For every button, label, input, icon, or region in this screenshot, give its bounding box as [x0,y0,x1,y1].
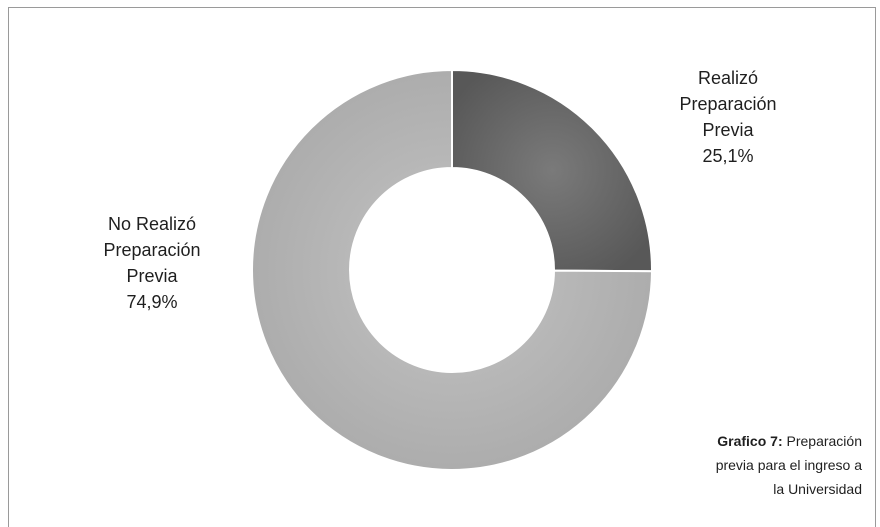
slice-label-line: Realizó [697,68,759,88]
caption-text: Preparación [782,433,862,449]
caption-line-1: Grafico 7: Preparación [662,429,862,453]
slice-label-line: Previa [126,266,178,286]
caption-line-3: la Universidad [773,481,862,497]
slice-label-realizo: Realizó Preparación Previa 25,1% [628,65,828,169]
slice-label-line: Previa [702,120,754,140]
slice-label-line: Preparación [679,94,777,114]
caption-bold: Grafico 7: [717,433,783,449]
caption-line-2: previa para el ingreso a [715,457,862,473]
slice-value-label: 25,1% [702,146,754,166]
slice-label-line: No Realizó [107,214,197,234]
slice-0 [451,68,653,273]
slice-1 [251,68,654,471]
slice-label-no-realizo: No Realizó Preparación Previa 74,9% [52,211,252,315]
slice-label-line: Preparación [103,240,201,260]
figure-caption: Grafico 7: Preparación previa para el in… [662,429,862,501]
slices-group [251,68,654,471]
slice-value-label: 74,9% [126,292,178,312]
chart-frame [8,7,876,527]
